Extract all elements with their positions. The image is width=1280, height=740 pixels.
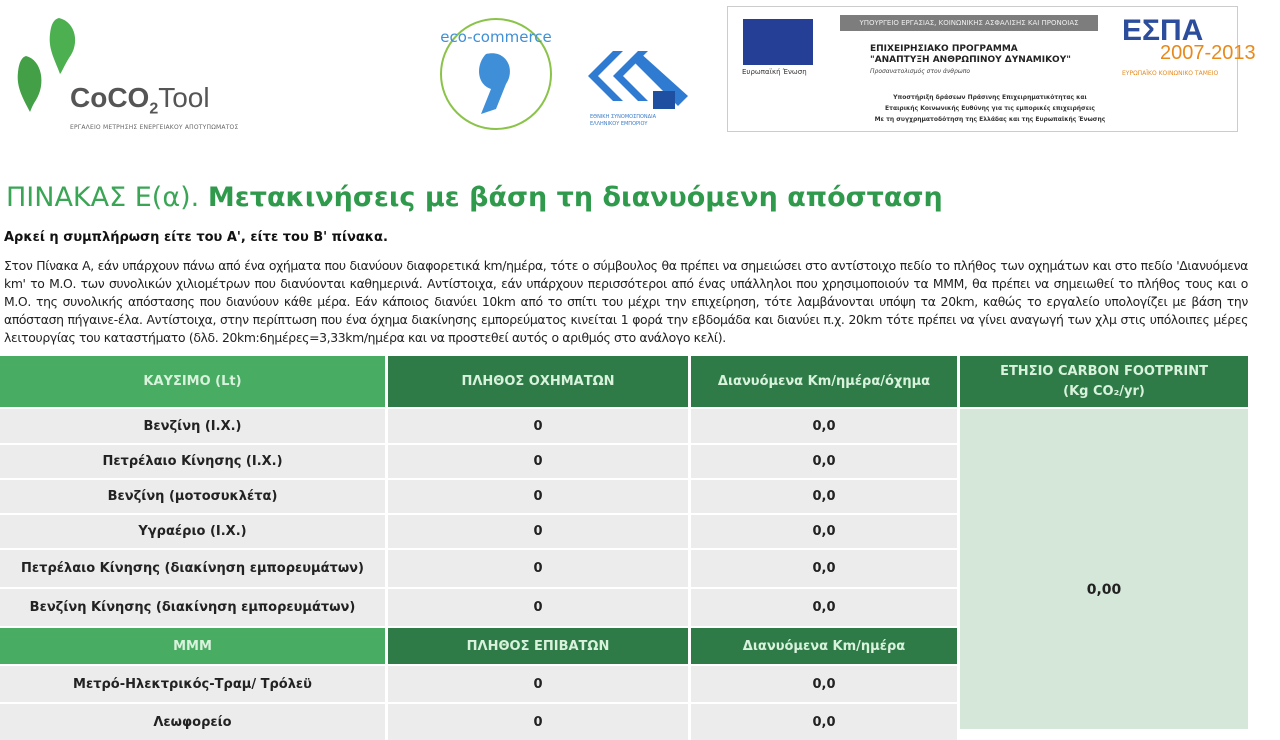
count-input[interactable]: 0 — [388, 666, 688, 702]
instruction-paragraph: Στον Πίνακα Α, εάν υπάρχουν πάνω από ένα… — [4, 258, 1248, 345]
header-passengers: ΠΛΗΘΟΣ ΕΠΙΒΑΤΩΝ — [388, 628, 688, 664]
km-input[interactable]: 0,0 — [691, 480, 957, 513]
carbon-total: 0,00 — [960, 409, 1248, 729]
row-label: Πετρέλαιο Κίνησης (διακίνηση εμπορευμάτω… — [0, 550, 385, 587]
esee-caption: ΕΘΝΙΚΗ ΣΥΝΟΜΟΣΠΟΝΔΙΑ ΕΛΛΗΝΙΚΟΥ ΕΜΠΟΡΙΟΥ — [590, 114, 656, 127]
program-label: ΕΠΙΧΕΙΡΗΣΙΑΚΟ ΠΡΟΓΡΑΜΜΑ "ΑΝΑΠΤΥΞΗ ΑΝΘΡΩΠΙ… — [870, 44, 1071, 65]
espa-banner — [727, 6, 1238, 132]
eco-commerce-logo: eco-commerce — [440, 18, 552, 130]
esee-logo — [588, 51, 688, 109]
count-input[interactable]: 0 — [388, 704, 688, 740]
count-input[interactable]: 0 — [388, 480, 688, 513]
count-input[interactable]: 0 — [388, 515, 688, 548]
espa-years: 2007-2013 — [1160, 42, 1256, 64]
header-km-day: Διανυόμενα Km/ημέρα — [691, 628, 957, 664]
page-title: ΠΙΝΑΚΑΣ Ε(α). Μετακινήσεις με βάση τη δι… — [6, 182, 943, 213]
row-label: Λεωφορείο — [0, 704, 385, 740]
count-input[interactable]: 0 — [388, 409, 688, 443]
km-input[interactable]: 0,0 — [691, 409, 957, 443]
row-label: Μετρό-Ηλεκτρικός-Τραμ/ Τρόλεϋ — [0, 666, 385, 702]
header-fuel: ΚΑΥΣΙΜΟ (Lt) — [0, 356, 385, 407]
coco2tool-logo — [17, 18, 76, 112]
row-label: Πετρέλαιο Κίνησης (Ι.Χ.) — [0, 445, 385, 478]
svg-text:eco-commerce: eco-commerce — [440, 28, 552, 46]
header-km-vehicle: Διανυόμενα Km/ημέρα/όχημα — [691, 356, 957, 407]
km-input[interactable]: 0,0 — [691, 445, 957, 478]
coco2tool-tagline: ΕΡΓΑΛΕΙΟ ΜΕΤΡΗΣΗΣ ΕΝΕΡΓΕΙΑΚΟΥ ΑΠΟΤΥΠΩΜΑΤ… — [70, 124, 239, 131]
km-input[interactable]: 0,0 — [691, 589, 957, 626]
header-carbon: ΕΤΗΣΙΟ CARBON FOOTPRINT (Kg CO₂/yr) — [960, 356, 1248, 407]
support-text: Υποστήριξη δράσεων Πράσινης Επιχειρηματι… — [874, 94, 1106, 123]
espa-logo: ΕΣΠΑ — [1122, 14, 1204, 47]
eu-label: Ευρωπαϊκή Ένωση — [742, 68, 807, 76]
coco2tool-name: CoCO2Tool — [70, 82, 210, 118]
count-input[interactable]: 0 — [388, 550, 688, 587]
km-input[interactable]: 0,0 — [691, 515, 957, 548]
row-label: Βενζίνη (μοτοσυκλέτα) — [0, 480, 385, 513]
count-input[interactable]: 0 — [388, 589, 688, 626]
row-label: Βενζίνη (Ι.Χ.) — [0, 409, 385, 443]
km-input[interactable]: 0,0 — [691, 704, 957, 740]
row-label: Υγραέριο (Ι.Χ.) — [0, 515, 385, 548]
header-vehicles: ΠΛΗΘΟΣ ΟΧΗΜΑΤΩΝ — [388, 356, 688, 407]
count-input[interactable]: 0 — [388, 445, 688, 478]
eu-flag-icon — [743, 19, 813, 65]
instruction-subtitle: Αρκεί η συμπλήρωση είτε του Α', είτε του… — [4, 230, 388, 245]
ministry-label: ΥΠΟΥΡΓΕΙΟ ΕΡΓΑΣΙΑΣ, ΚΟΙΝΩΝΙΚΗΣ ΑΣΦΑΛΙΣΗΣ… — [840, 15, 1098, 31]
km-input[interactable]: 0,0 — [691, 666, 957, 702]
header-mmm: ΜΜΜ — [0, 628, 385, 664]
espa-fund: ΕΥΡΩΠΑΪΚΟ ΚΟΙΝΩΝΙΚΟ ΤΑΜΕΙΟ — [1122, 70, 1219, 77]
program-motto: Προσανατολισμός στον άνθρωπο — [870, 68, 971, 75]
km-input[interactable]: 0,0 — [691, 550, 957, 587]
row-label: Βενζίνη Κίνησης (διακίνηση εμπορευμάτων) — [0, 589, 385, 626]
